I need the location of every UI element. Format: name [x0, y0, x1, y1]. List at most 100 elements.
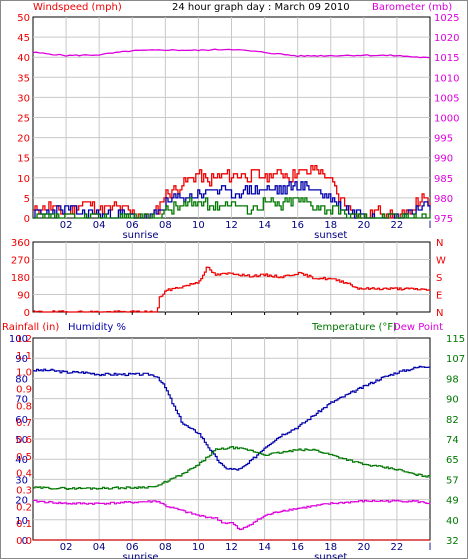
- x-tick-label: 16: [291, 220, 304, 231]
- y-humidity-tick-label: 30: [15, 475, 28, 486]
- sunset-label: sunset: [314, 230, 347, 241]
- x-tick-label: 10: [192, 220, 205, 231]
- x-tick-label: 14: [258, 220, 271, 231]
- x-tick-label: 02: [60, 542, 73, 553]
- y-rain-tick-label: 1.2: [16, 334, 32, 345]
- x-tick-label: 04: [93, 542, 106, 553]
- y-rain-tick-label: 0.6: [16, 435, 32, 446]
- y-right-tick-label: 98: [446, 374, 459, 385]
- y-humidity-tick-label: 0: [22, 536, 28, 547]
- x-tick-label: 02: [60, 220, 73, 231]
- y-humidity-tick-label: 70: [15, 395, 28, 406]
- y-rain-tick-label: 0.9: [16, 385, 32, 396]
- ylabel-dewpoint: Dew Point: [393, 322, 443, 333]
- y-rain-tick-label: 0.5: [16, 452, 32, 463]
- humidity-line: [33, 365, 431, 471]
- y-right-tick-label: 1025: [434, 13, 459, 24]
- y-right-tick-label: 990: [434, 154, 453, 165]
- y-rain-tick-label: 0.1: [16, 519, 32, 530]
- y-left-tick-label: 5: [24, 194, 30, 205]
- x-tick-label: 18: [324, 220, 337, 231]
- sunset-label: sunset: [314, 552, 347, 559]
- ylabel-rainfall: Rainfall (in): [2, 322, 59, 333]
- y-left-tick-label: 0: [24, 214, 30, 225]
- x-tick-label: 06: [126, 220, 139, 231]
- y-humidity-tick-label: 40: [15, 455, 28, 466]
- y-right-tick-label: 980: [434, 194, 453, 205]
- y-humidity-tick-label: 80: [15, 374, 28, 385]
- x-tick-label: 04: [93, 220, 106, 231]
- y-humidity-tick-label: 10: [15, 516, 28, 527]
- y-left-tick-label: 270: [11, 256, 30, 267]
- sunrise-label: sunrise: [122, 552, 158, 559]
- y-left-tick-label: 30: [17, 93, 30, 104]
- x-tick-label: 20: [357, 220, 370, 231]
- x-tick-label: 22: [391, 220, 404, 231]
- y-humidity-tick-label: 100: [9, 334, 28, 345]
- barometer-line: [32, 48, 431, 59]
- ylabel-barometer: Barometer (mb): [372, 2, 452, 13]
- x-tick-label: 12: [225, 220, 238, 231]
- y-right-tick-label: 82: [446, 415, 459, 426]
- y-right-tick-label: 57: [446, 475, 459, 486]
- y-humidity-tick-label: 20: [15, 496, 28, 507]
- y-right-tick-label: S: [436, 273, 442, 284]
- y-left-tick-label: 40: [17, 53, 30, 64]
- x-tick-label: l: [429, 220, 432, 231]
- y-left-tick-label: 360: [11, 238, 30, 249]
- y-right-tick-label: N: [436, 238, 443, 249]
- y-right-tick-label: 1005: [434, 93, 459, 104]
- y-right-tick-label: W: [436, 256, 446, 267]
- y-rain-tick-label: 0.3: [16, 486, 32, 497]
- x-tick-label: 08: [159, 220, 172, 231]
- wind-barometer-panel: 02 04 06 08 10 12 14 16 18 20 22 l sunrise sunset 0 5 10…: [17, 13, 459, 241]
- y-right-tick-label: 1000: [434, 114, 459, 125]
- y-humidity-tick-label: 60: [15, 415, 28, 426]
- y-left-tick-label: 90: [17, 291, 30, 302]
- y-rain-tick-label: 0.7: [16, 418, 32, 429]
- y-right-tick-label: 40: [446, 516, 459, 527]
- y-rain-tick-label: 1.1: [16, 351, 32, 362]
- y-right-tick-label: 1010: [434, 73, 459, 84]
- y-left-tick-label: 25: [17, 114, 30, 125]
- y-right-tick-label: 985: [434, 174, 453, 185]
- y-left-tick-label: 45: [17, 33, 30, 44]
- x-tick-label: 12: [225, 542, 238, 553]
- y-humidity-tick-label: 50: [15, 435, 28, 446]
- y-right-tick-label: N: [436, 308, 443, 319]
- y-right-tick-label: E: [436, 291, 442, 302]
- y-left-tick-label: 15: [17, 154, 30, 165]
- y-rain-tick-label: 0.8: [16, 401, 32, 412]
- wind-average-line: [33, 197, 431, 219]
- y-right-tick-label: 32: [446, 536, 459, 547]
- x-tick-label: 18: [324, 542, 337, 553]
- humidity-temperature-panel: 02 04 06 08 10 12 14 16 18 20 22 l sunrise sunset 0 10 2…: [9, 334, 465, 559]
- x-tick-label: l: [429, 542, 432, 553]
- y-left-tick-label: 10: [17, 174, 30, 185]
- ylabel-temperature: Temperature (°F): [311, 322, 397, 333]
- y-right-tick-label: 975: [434, 214, 453, 225]
- wind-direction-line: [33, 266, 431, 313]
- x-tick-label: 06: [126, 542, 139, 553]
- temperature-line: [33, 446, 431, 490]
- y-rain-tick-label: 0.2: [16, 502, 32, 513]
- y-left-tick-label: 35: [17, 73, 30, 84]
- y-right-tick-label: 115: [446, 334, 465, 345]
- y-right-tick-label: 1015: [434, 53, 459, 64]
- y-right-tick-label: 49: [446, 496, 459, 507]
- chart-title: 24 hour graph day : March 09 2010: [172, 2, 350, 13]
- x-tick-label: 22: [391, 542, 404, 553]
- y-right-tick-label: 107: [446, 354, 465, 365]
- y-rain-tick-label: 0.4: [16, 469, 32, 480]
- y-rain-tick-label: 1.0: [16, 368, 32, 379]
- y-humidity-tick-label: 90: [15, 354, 28, 365]
- x-tick-label: 10: [192, 542, 205, 553]
- x-tick-label: 08: [159, 542, 172, 553]
- dewpoint-line: [33, 499, 431, 531]
- x-tick-label: 14: [258, 542, 271, 553]
- ylabel-windspeed: Windspeed (mph): [33, 2, 122, 13]
- y-rain-tick-label: 0.0: [16, 536, 32, 547]
- ylabel-humidity: Humidity %: [68, 322, 126, 333]
